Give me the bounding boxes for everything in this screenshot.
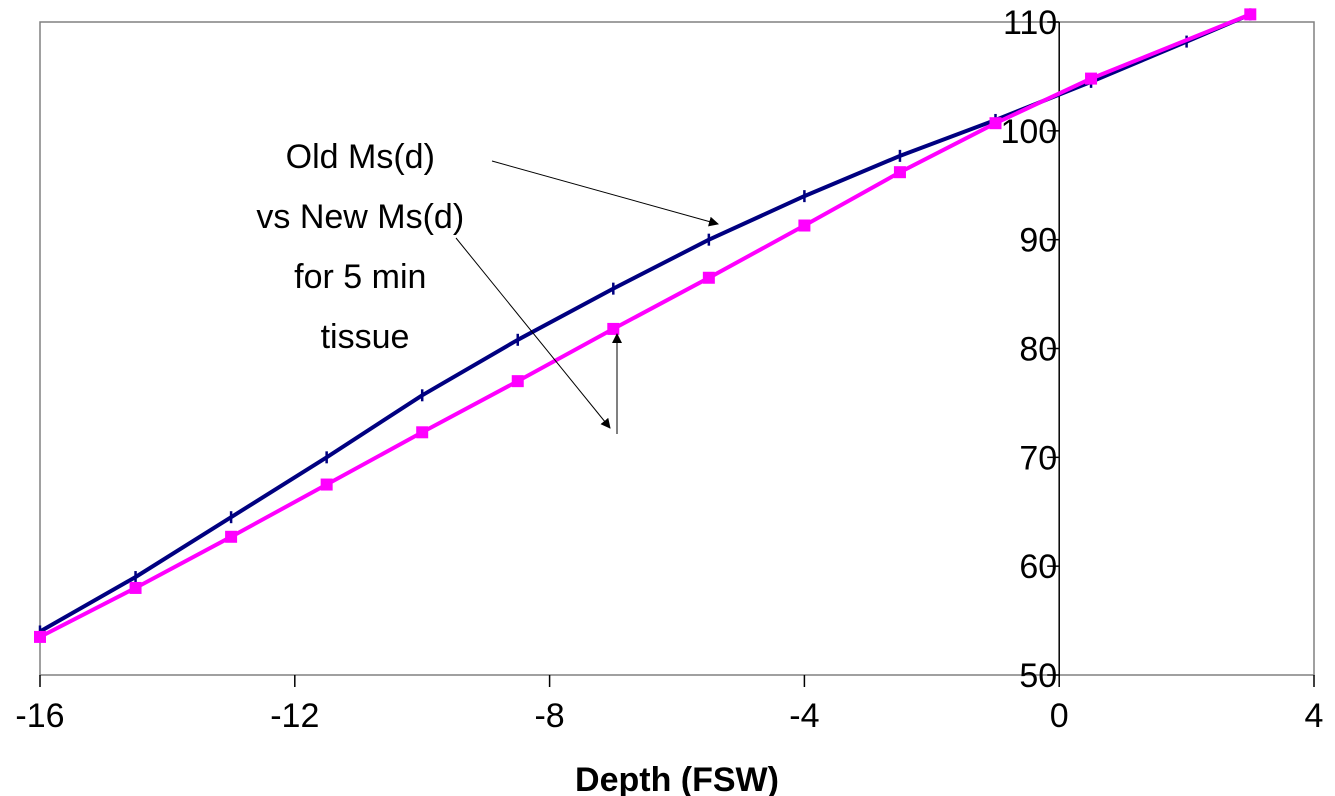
series-0-line: [39, 12, 1252, 634]
series-1-point: [607, 322, 620, 335]
series-1-point: [129, 581, 142, 594]
series-1-point: [320, 478, 333, 491]
series-1-point: [416, 426, 429, 439]
x-tick-label: -12: [270, 697, 319, 735]
annotation-text: Old Ms(d) vs New Ms(d) for 5 min tissue: [256, 138, 473, 356]
series-1-point: [511, 375, 524, 388]
annotation-line-2: vs New Ms(d): [256, 198, 464, 236]
x-tick-label: 0: [1050, 697, 1069, 735]
y-tick-label: 100: [1000, 113, 1057, 151]
series-1-point: [893, 166, 906, 179]
series-1-line: [39, 12, 1252, 639]
series-1-point: [702, 271, 715, 284]
x-tick-label: -4: [789, 697, 819, 735]
y-tick-label: 110: [1003, 4, 1057, 42]
axes: 50 60 70 80 90 100 110 -16 -12 -8 -4 0 4: [15, 4, 1323, 735]
annotation-line-3: for 5 min: [294, 258, 426, 296]
x-tick-label: 4: [1305, 697, 1324, 735]
annotation-line-4: tissue: [321, 318, 410, 356]
annotation-arrow-new-down: [455, 237, 611, 429]
y-tick-label: 90: [1019, 222, 1057, 260]
series-1-point: [225, 530, 238, 543]
series-1-point: [1244, 8, 1257, 21]
series-1-point: [798, 219, 811, 232]
x-tick-label: -16: [15, 697, 64, 735]
y-tick-label: 60: [1019, 548, 1057, 586]
series-1-point: [989, 117, 1002, 130]
annotation-line-1: Old Ms(d): [286, 138, 435, 176]
x-axis-title: Depth (FSW): [575, 761, 779, 796]
series-layer: [34, 8, 1257, 643]
series-1-point: [34, 630, 46, 643]
y-tick-label: 50: [1019, 657, 1057, 695]
annotation-arrow-old: [491, 160, 719, 227]
x-tick-label: -8: [534, 697, 564, 735]
y-tick-label: 70: [1019, 439, 1057, 477]
plot-area-border: [39, 21, 1315, 676]
y-tick-label: 80: [1019, 331, 1057, 369]
series-1: [34, 8, 1257, 643]
annotation-pointers: [455, 160, 719, 434]
series-1-point: [1085, 72, 1098, 85]
